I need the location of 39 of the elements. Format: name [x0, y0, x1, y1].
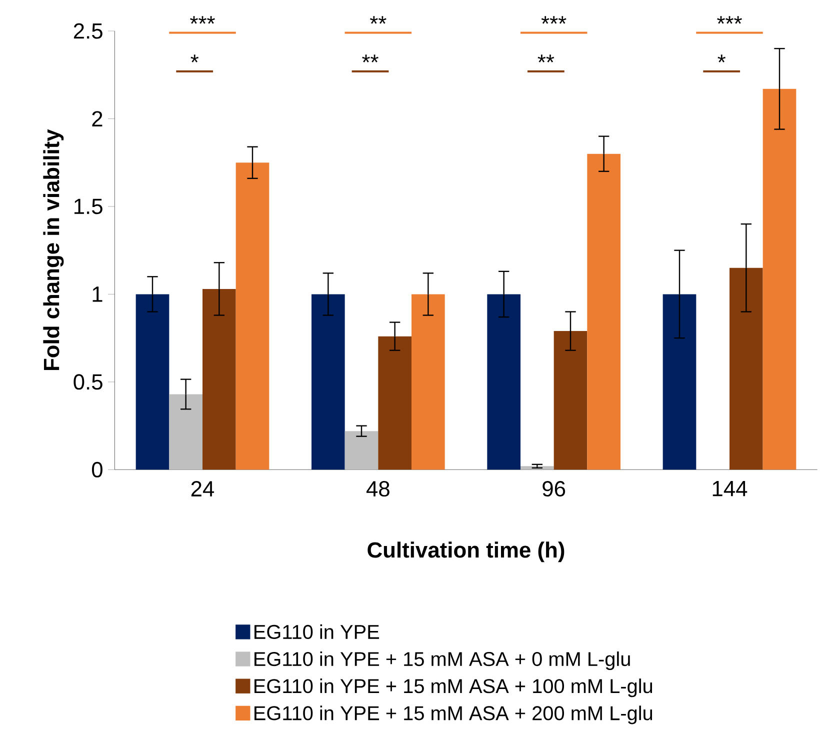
bar — [344, 431, 378, 470]
bar — [730, 268, 763, 470]
text: *** — [541, 16, 566, 24]
x-tick-label: 144 — [712, 481, 748, 496]
legend-label: EG110 in YPE + 15 mM ASA + 0 mM L-glu — [254, 651, 630, 670]
annotation: * — [190, 54, 199, 62]
legend-label: EG110 in YPE + 15 mM ASA + 100 mM L-glu — [254, 678, 652, 698]
bar — [412, 294, 445, 470]
annotation: ** — [362, 54, 378, 62]
bar — [136, 294, 170, 470]
bar — [487, 294, 521, 470]
bar — [169, 394, 202, 470]
text: *** — [717, 16, 742, 24]
bar — [762, 88, 796, 470]
y-tick-label: 0.5 — [74, 374, 102, 390]
legend-label: EG110 in YPE — [254, 624, 380, 640]
bar — [312, 294, 345, 470]
bar — [554, 331, 588, 470]
y-tick-label: 2 — [92, 111, 102, 126]
x-tick-label: 24 — [191, 481, 214, 496]
bar — [236, 162, 270, 470]
annotation: ** — [538, 54, 554, 62]
text: ** — [370, 16, 386, 24]
x-tick-label: 48 — [366, 481, 390, 497]
bar — [662, 294, 696, 470]
y-tick-label: 1.5 — [74, 198, 102, 214]
y-tick-label: 1 — [92, 286, 102, 302]
bar — [378, 336, 412, 470]
text: *** — [190, 16, 215, 24]
bar — [587, 154, 621, 470]
y-tick-label: 2.5 — [74, 23, 102, 39]
x-tick-label: 96 — [542, 481, 566, 497]
bar — [520, 466, 554, 470]
x-axis-title: Cultivation time (h) — [368, 542, 564, 562]
y-axis-title: Fold change in viability — [43, 129, 64, 370]
annotation: * — [718, 54, 726, 62]
legend-label: EG110 in YPE + 15 mM ASA + 200 mM L-glu — [254, 706, 652, 724]
y-tick-label: 0 — [92, 462, 102, 478]
bar — [202, 288, 236, 470]
